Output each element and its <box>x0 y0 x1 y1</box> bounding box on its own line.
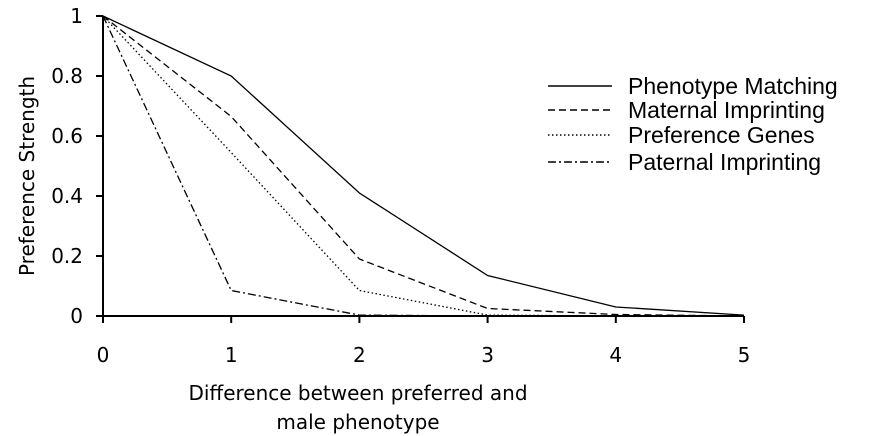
legend-item-preference-genes: Preference Genes <box>548 122 815 148</box>
tick-marks <box>96 15 745 323</box>
x-tick-label-5: 5 <box>738 343 751 367</box>
y-tick-label-0-2: 0.2 <box>51 244 83 268</box>
y-tick-label-0-6: 0.6 <box>51 124 83 148</box>
legend: Phenotype Matching Maternal Imprinting P… <box>548 73 838 175</box>
legend-label-maternal-imprinting: Maternal Imprinting <box>628 97 825 123</box>
tick-labels: 0 1 2 3 4 5 0 0.2 0.4 0.6 0.8 1 <box>51 4 750 367</box>
series-line-paternal-imprinting <box>102 15 744 317</box>
y-tick-label-0-4: 0.4 <box>51 184 83 208</box>
legend-item-maternal-imprinting: Maternal Imprinting <box>548 97 825 123</box>
series-line-preference-genes <box>102 15 744 317</box>
series-line-phenotype-matching <box>102 15 745 316</box>
x-tick-label-4: 4 <box>609 343 622 367</box>
series-line-maternal-imprinting <box>102 15 745 317</box>
x-tick-label-0: 0 <box>97 343 110 367</box>
legend-label-paternal-imprinting: Paternal Imprinting <box>628 149 821 175</box>
x-tick-label-2: 2 <box>353 343 366 367</box>
legend-label-preference-genes: Preference Genes <box>628 122 815 148</box>
y-tick-label-1: 1 <box>70 4 83 28</box>
legend-label-phenotype-matching: Phenotype Matching <box>628 73 838 99</box>
legend-item-phenotype-matching: Phenotype Matching <box>548 73 838 99</box>
x-axis-title-line-2: male phenotype <box>276 410 439 434</box>
x-tick-label-3: 3 <box>481 343 494 367</box>
legend-item-paternal-imprinting: Paternal Imprinting <box>548 149 821 175</box>
x-axis-title-line-1: Difference between preferred and <box>188 381 527 405</box>
series-group <box>102 15 745 317</box>
y-tick-label-0: 0 <box>70 304 83 328</box>
y-axis-title: Preference Strength <box>15 76 39 276</box>
x-tick-label-1: 1 <box>225 343 238 367</box>
y-tick-label-0-8: 0.8 <box>51 64 83 88</box>
